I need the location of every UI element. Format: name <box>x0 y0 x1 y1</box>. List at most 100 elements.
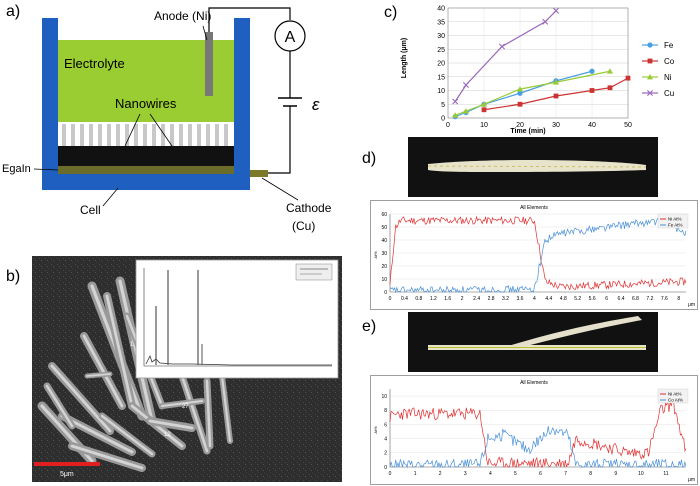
linescan-chart-e-frame <box>370 375 698 485</box>
growth-series-ni-point <box>553 79 559 85</box>
panel-c-letter: c) <box>384 4 398 21</box>
nanowire <box>206 124 210 148</box>
d-ytick-label: 30 <box>381 251 387 257</box>
d-ytick-label: 0 <box>384 290 387 296</box>
growth-legend-fe-label: Fe <box>664 41 674 50</box>
emf-label: ε <box>312 95 320 114</box>
nanowires-label: Nanowires <box>115 96 177 111</box>
growth-ytick-label: 25 <box>437 47 445 54</box>
nanowire-rod-highlight <box>100 414 154 456</box>
scale-bar <box>34 462 100 466</box>
nanowire-image-e-crossing <box>508 316 642 348</box>
template-base <box>58 146 234 166</box>
e-xtick-label: 3 <box>464 471 467 477</box>
edx-baseline <box>145 354 332 366</box>
circuit-wire-bottom <box>268 106 291 174</box>
e-xtick-label: 8 <box>589 471 592 477</box>
growth-series-co-point <box>553 93 559 99</box>
anode-label: Anode (Ni) <box>154 9 211 23</box>
linescan-chart-d: All Elements 0 10 20 30 40 50 60 0 0.4 0.8 1.2 1.6 2… <box>370 200 698 310</box>
d-xtick-label: 1.6 <box>444 296 451 302</box>
d-series-fe-line <box>389 216 687 294</box>
growth-ytick-label: 0 <box>441 116 445 123</box>
growth-legend-co-marker <box>647 58 653 64</box>
sem-marker-1: 1 <box>130 342 134 348</box>
sem-image: 1 27 12 5μm <box>32 256 342 482</box>
egain-pointer <box>33 168 59 171</box>
nanowire <box>98 124 102 148</box>
linescan-chart-d-frame <box>370 200 698 310</box>
nanowire <box>116 124 120 148</box>
cathode-label-sub: (Cu) <box>292 219 315 233</box>
nanowire <box>125 124 129 148</box>
e-xtick-label: 7 <box>564 471 567 477</box>
linescan-d-xlabel: μm <box>688 302 695 308</box>
d-xtick-label: 7.2 <box>646 296 653 302</box>
e-ytick-label: 4 <box>384 436 387 442</box>
d-ytick-label: 50 <box>381 225 387 231</box>
panel-e-letter: e) <box>362 318 377 335</box>
d-ytick-label: 10 <box>381 277 387 283</box>
e-xtick-label: 9 <box>614 471 617 477</box>
d-xtick-label: 4.8 <box>560 296 567 302</box>
growth-series-ni-point <box>517 86 523 92</box>
panel-d-micrograph <box>408 137 658 197</box>
linescan-chart-e: All Elements 0 2 4 6 8 10 0 1 2 3 4 5 6 7 8 9 10 11 Ni At… <box>370 375 698 485</box>
nanowire-array <box>62 124 228 148</box>
linescan-e-ylabel: At% <box>373 426 378 434</box>
e-xtick-label: 6 <box>539 471 542 477</box>
growth-series-ni-point <box>607 68 613 74</box>
d-ytick-label: 20 <box>381 264 387 270</box>
circuit-wire-top <box>208 7 291 32</box>
nanowire <box>215 124 219 148</box>
e-ytick-label: 10 <box>381 394 387 400</box>
sem-marker-12: 12 <box>164 432 171 438</box>
growth-series-ni-point <box>463 108 469 114</box>
e-xtick-label: 2 <box>439 471 442 477</box>
growth-series-co-point <box>517 101 523 107</box>
nanowire <box>71 124 75 148</box>
e-xtick-label: 10 <box>638 471 644 477</box>
growth-series-cu-line <box>454 10 557 102</box>
cathode-tab <box>250 170 268 177</box>
d-xtick-label: 6 <box>605 296 608 302</box>
nanowire-rod-highlight <box>160 399 204 408</box>
d-ytick-label: 60 <box>381 212 387 218</box>
nanowire-rod-highlight <box>86 373 111 377</box>
growth-legend-cu-marker <box>647 90 653 96</box>
nanowire <box>89 124 93 148</box>
nanowire-rod-highlight <box>180 374 209 453</box>
panel-e-micrograph <box>408 312 658 372</box>
edx-inset-legend <box>295 263 333 281</box>
growth-ytick-label: 20 <box>437 61 445 68</box>
d-legend-fe-label: Fe At% <box>668 223 683 228</box>
growth-xtick-label: 40 <box>588 122 596 129</box>
d-xtick-label: 4.4 <box>545 296 552 302</box>
scale-bar-label: 5μm <box>60 471 74 478</box>
growth-series-ni-point <box>481 101 487 107</box>
cell-wall-left <box>42 18 58 190</box>
panel-a-diagram: a) A ε Anode (Ni) Electrolyte Nanowires … <box>2 3 332 233</box>
panel-d-letter: d) <box>362 150 377 167</box>
growth-series-cu-point <box>499 43 505 50</box>
growth-series-co-point <box>481 107 487 113</box>
linescan-d-ylabel: At% <box>373 251 378 259</box>
nanowire <box>170 124 174 148</box>
nanowire-rod-highlight <box>148 419 194 430</box>
nanowire <box>143 124 147 148</box>
growth-legend-co-label: Co <box>664 57 675 66</box>
panel-a-letter: a) <box>6 3 20 20</box>
growth-xtick-label: 20 <box>516 122 524 129</box>
nanowires-pointer-left <box>124 113 141 147</box>
anode-rod <box>205 32 213 96</box>
nanowire <box>179 124 183 148</box>
growth-series-ni-point <box>452 112 459 118</box>
growth-series-fe-point <box>517 90 523 96</box>
growth-xtick-label: 50 <box>624 122 632 129</box>
nanowire <box>161 124 165 148</box>
growth-plot-frame <box>447 7 629 119</box>
nanowire-rod-highlight <box>220 374 232 443</box>
d-xtick-label: 3.2 <box>502 296 509 302</box>
nanowire <box>62 124 66 148</box>
e-legend-co-label: Co At% <box>668 398 683 403</box>
